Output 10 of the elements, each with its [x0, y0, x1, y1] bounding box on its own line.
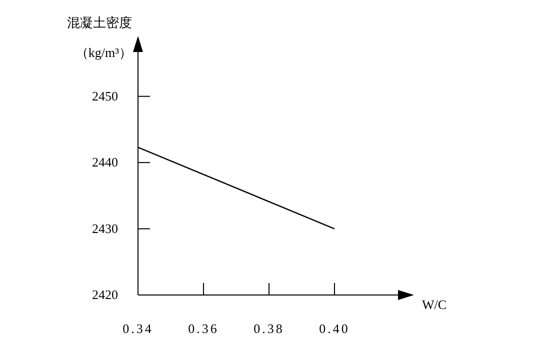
- y-tick-label: 2420: [92, 287, 118, 302]
- x-tick-label: 0.40: [319, 321, 350, 336]
- x-tick-label: 0.38: [254, 321, 284, 336]
- y-tick-label: 2440: [92, 154, 118, 170]
- y-tick-label: 2450: [92, 88, 118, 104]
- x-tick-label: 0.36: [188, 321, 219, 336]
- y-axis-title: 混凝土密度（kg/m³）: [66, 14, 132, 62]
- x-axis-title: W/C: [422, 297, 447, 312]
- y-tick-label: 2430: [92, 220, 118, 236]
- x-tick-label: 0.34: [122, 321, 154, 336]
